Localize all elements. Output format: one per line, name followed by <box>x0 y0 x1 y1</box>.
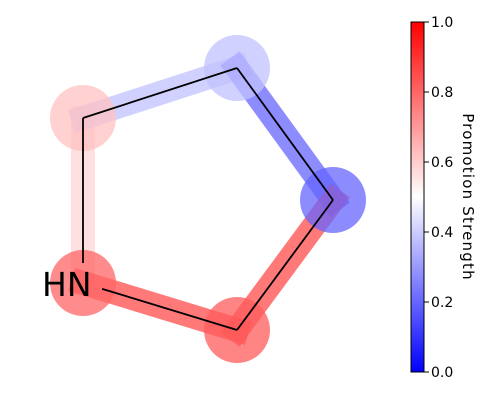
molecule-diagram: HN <box>42 35 366 363</box>
colorbar-tick-label: 0.0 <box>431 365 453 381</box>
colorbar-tick-label: 0.6 <box>431 155 453 171</box>
bond-line-c4-c5 <box>236 199 334 331</box>
atom-label-hn: HN <box>42 265 92 304</box>
colorbar-tick-label: 0.8 <box>431 85 453 101</box>
colorbar: 0.0 0.2 0.4 0.6 0.8 1.0 Promotion Strength <box>410 15 477 381</box>
atom-highlight-n <box>50 250 116 316</box>
colorbar-tick-label: 0.4 <box>431 225 453 241</box>
atom-label-nitrogen: HN <box>42 265 92 304</box>
bond-highlights <box>67 51 350 347</box>
colorbar-tick-label: 0.2 <box>431 295 453 311</box>
colorbar-ticks: 0.0 0.2 0.4 0.6 0.8 1.0 <box>424 15 453 381</box>
colorbar-gradient <box>410 21 425 373</box>
colorbar-tick-label: 1.0 <box>431 15 453 31</box>
bond-line-c2-c3 <box>82 67 238 119</box>
colorbar-label: Promotion Strength <box>459 113 477 281</box>
bond-line-c5-n <box>101 287 238 331</box>
bond-line-c3-c4 <box>236 67 334 201</box>
molecule-skeleton <box>82 67 334 331</box>
